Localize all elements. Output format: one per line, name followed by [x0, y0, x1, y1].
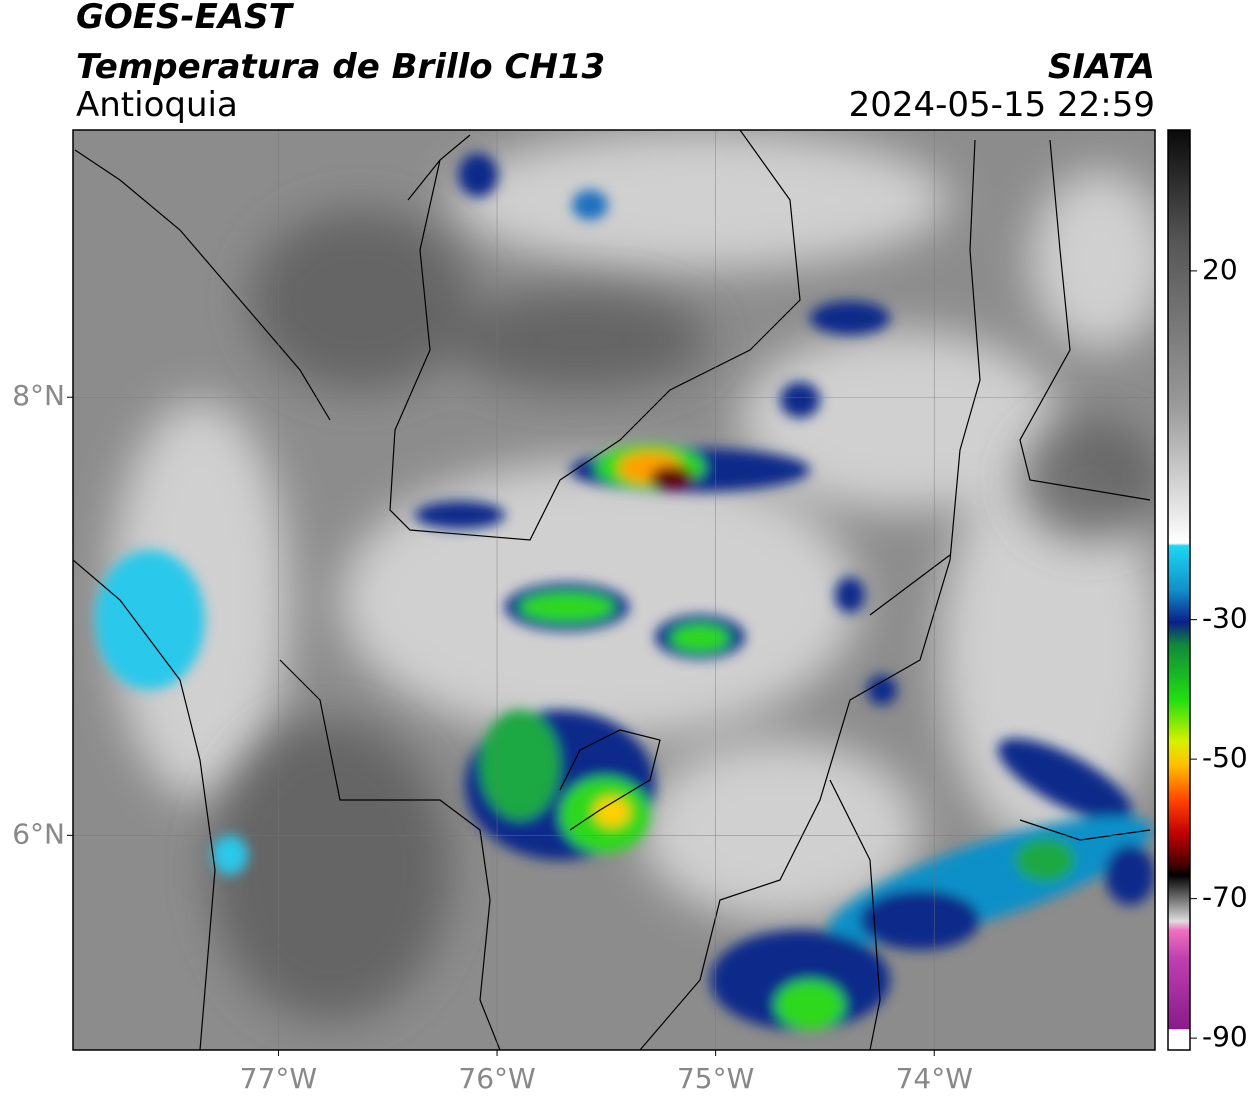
colorbar-tick-label: -30 — [1202, 602, 1248, 635]
x-tick-label: 77°W — [240, 1062, 317, 1095]
colorbar — [1167, 129, 1191, 1051]
x-tick-label: 74°W — [896, 1062, 973, 1095]
colorbar-tick-label: 20 — [1202, 253, 1238, 286]
satellite-image — [73, 130, 1155, 1050]
datetime: 2024-05-15 22:59 — [849, 85, 1155, 125]
colorbar-tick-label: -70 — [1202, 881, 1248, 914]
colorbar-ticks: 20 -30 -50 -70 -90 — [1190, 253, 1248, 1053]
title: GOES-EAST — [76, 0, 295, 37]
source: SIATA — [1048, 47, 1155, 87]
graticule: 77°W 76°W 75°W 74°W 8°N 6°N — [12, 130, 1155, 1095]
y-tick-label: 6°N — [12, 817, 65, 850]
colorbar-tick-label: -50 — [1202, 741, 1248, 774]
y-tick-label: 8°N — [12, 379, 65, 412]
colorbar-tick-label: -90 — [1202, 1020, 1248, 1053]
map-frame — [72, 129, 1156, 1051]
subtitle: Temperatura de Brillo CH13 — [76, 47, 605, 87]
x-tick-label: 76°W — [458, 1062, 535, 1095]
region: Antioquia — [76, 85, 238, 125]
x-tick-label: 75°W — [677, 1062, 754, 1095]
